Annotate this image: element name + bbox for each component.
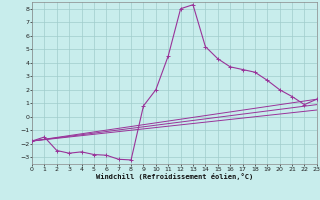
X-axis label: Windchill (Refroidissement éolien,°C): Windchill (Refroidissement éolien,°C): [96, 173, 253, 180]
